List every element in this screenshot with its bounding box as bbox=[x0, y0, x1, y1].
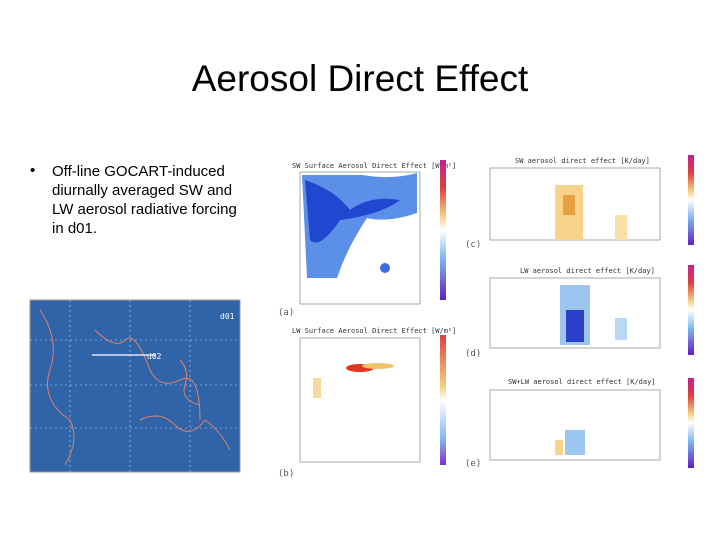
slide-title: Aerosol Direct Effect bbox=[191, 58, 529, 99]
plot-frame bbox=[299, 337, 421, 463]
field-shading bbox=[362, 363, 394, 369]
colorbar bbox=[440, 160, 446, 300]
panel-label: (c) bbox=[465, 240, 481, 250]
bullet-text: Off-line GOCART-induced diurnally averag… bbox=[52, 163, 237, 237]
map-grid bbox=[30, 300, 240, 472]
colorbar bbox=[688, 155, 694, 245]
field-shading bbox=[380, 263, 390, 273]
bullet-marker: • bbox=[30, 162, 36, 179]
coastlines bbox=[39, 309, 231, 466]
field-shading bbox=[565, 430, 585, 455]
field-shading bbox=[566, 310, 584, 342]
panel-title: LW Surface Aerosol Direct Effect [W/m²] bbox=[292, 327, 456, 335]
panel-title: LW aerosol direct effect [K/day] bbox=[520, 267, 655, 275]
map-label: d01 bbox=[220, 312, 235, 321]
field-shading bbox=[615, 215, 627, 240]
field-shading bbox=[615, 318, 627, 340]
field-shading bbox=[305, 180, 400, 243]
colorbar bbox=[440, 335, 446, 465]
panel-label: (b) bbox=[278, 469, 294, 479]
panel-label: (a) bbox=[278, 308, 294, 318]
colorbar bbox=[688, 378, 694, 468]
panel-label: (e) bbox=[465, 459, 481, 469]
panel-title: SW Surface Aerosol Direct Effect [W/m²] bbox=[292, 162, 456, 170]
panel-label: (d) bbox=[465, 349, 481, 359]
map-label: d02 bbox=[147, 352, 162, 361]
field-shading bbox=[555, 440, 563, 455]
colorbar bbox=[688, 265, 694, 355]
domain-map bbox=[29, 299, 241, 473]
panel-title: SW aerosol direct effect [K/day] bbox=[515, 157, 650, 165]
field-shading bbox=[563, 195, 575, 215]
panel-title: SW+LW aerosol direct effect [K/day] bbox=[508, 378, 656, 386]
field-shading bbox=[313, 378, 321, 398]
